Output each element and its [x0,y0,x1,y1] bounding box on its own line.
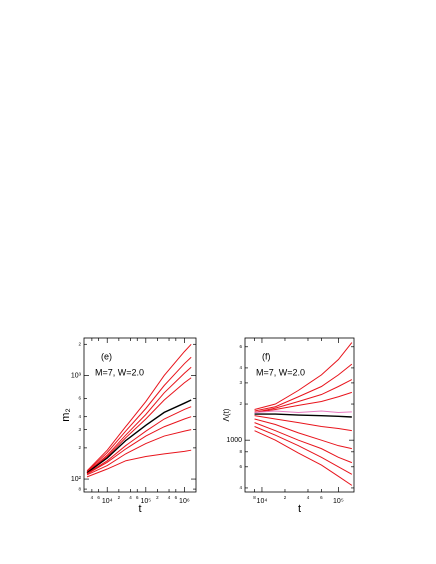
y-tick-label: 2 [78,341,81,346]
y-tick-label: 10² [71,476,82,483]
x-tick-label: 10⁴ [257,498,268,505]
x-tick-label: 4 [129,495,132,500]
series-line [86,406,192,474]
y-tick-label: 3 [239,380,242,385]
annotation: M=7, W=2.0 [256,367,305,377]
series-line [86,399,192,474]
series-line [254,413,352,418]
x-tick-label: 10⁴ [102,498,113,505]
y-tick-label: 6 [239,464,242,469]
x-tick-label: 6 [320,495,323,500]
series-line [254,418,352,450]
series-line [86,429,192,476]
y-tick-label: 4 [239,365,242,370]
panel-label: (f) [262,351,271,361]
x-axis-label: t [298,503,301,515]
x-tick-label: 4 [91,495,94,500]
series-line [254,415,352,432]
x-tick-label: 2 [284,495,287,500]
x-tick-label: 4 [168,495,171,500]
x-tick-label: 6 [175,495,178,500]
series-line [86,449,192,478]
y-tick-label: 8 [78,486,81,491]
panel-label: (e) [101,351,112,361]
series-line [86,356,192,472]
x-tick-label: 10⁵ [333,498,344,505]
y-tick-label: 4 [239,485,242,490]
series-line [254,430,353,486]
series-line [254,410,352,414]
y-tick-label: 6 [78,396,81,401]
plot-frame [83,337,197,493]
y-tick-label: 1000 [226,437,242,444]
y-axis-label: Λ(t) [222,408,231,421]
y-axis-label: m₂ [60,408,72,421]
x-tick-label: 2 [118,495,121,500]
x-tick-label: 10⁵ [140,498,151,505]
x-tick-label: 6 [136,495,139,500]
plot-frame [244,337,355,493]
series-line [86,377,192,474]
series-line [254,426,353,475]
series-line [86,343,192,472]
series-line [254,342,353,411]
y-tick-label: 8 [239,449,242,454]
x-tick-label: 2 [156,495,159,500]
y-tick-label: 4 [78,414,81,419]
x-tick-label: 4 [307,495,310,500]
series-line [254,391,353,414]
series-line [86,416,192,475]
y-tick-label: 2 [78,445,81,450]
x-tick-label: 8 [253,495,256,500]
y-tick-label: 6 [239,344,242,349]
y-tick-label: 10³ [71,372,82,379]
x-axis-label: t [138,503,141,515]
series-line [86,366,192,473]
y-tick-label: 2 [239,401,242,406]
annotation: M=7, W=2.0 [95,367,144,377]
series-line [254,363,353,412]
x-tick-label: 10⁶ [179,498,190,505]
x-tick-label: 6 [97,495,100,500]
series-line [254,379,353,413]
series-line [254,422,353,464]
y-tick-label: 3 [78,427,81,432]
